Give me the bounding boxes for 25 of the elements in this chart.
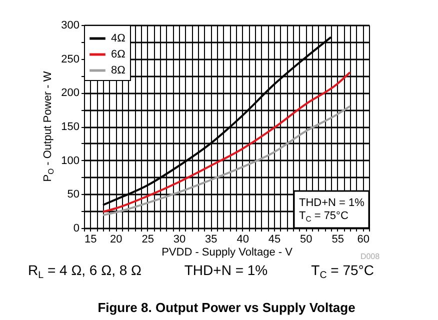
y-tick-label: 250: [61, 53, 80, 66]
x-tick-label: 45: [268, 234, 281, 246]
x-tick-label: 15: [84, 234, 97, 246]
annotation: THD+N = 1%: [299, 197, 365, 209]
y-tick-label: 300: [61, 20, 80, 32]
x-axis-title: PVDD - Supply Voltage - V: [162, 246, 294, 258]
x-tick-label: 35: [205, 234, 218, 246]
x-tick-label: 30: [173, 234, 186, 246]
x-tick-label: 40: [236, 234, 249, 246]
legend-label: 4Ω: [111, 32, 126, 44]
y-tick-label: 0: [73, 222, 80, 234]
y-tick-label: 100: [61, 154, 80, 167]
text: THD+N = 1%: [184, 262, 268, 278]
legend-label: 6Ω: [111, 48, 126, 60]
x-tick-label: 50: [300, 234, 312, 246]
x-tick-label: 60: [357, 234, 370, 246]
text: D008: [360, 252, 380, 261]
x-tick-label: 20: [110, 234, 122, 246]
y-tick-label: 200: [61, 87, 80, 100]
text: Figure 8. Output Power vs Supply Voltage: [98, 300, 356, 315]
y-tick-label: 150: [61, 121, 80, 133]
legend-label: 8Ω: [111, 64, 126, 76]
y-tick-label: 50: [67, 188, 80, 201]
x-tick-label: 25: [142, 234, 154, 246]
x-tick-label: 55: [332, 234, 344, 246]
